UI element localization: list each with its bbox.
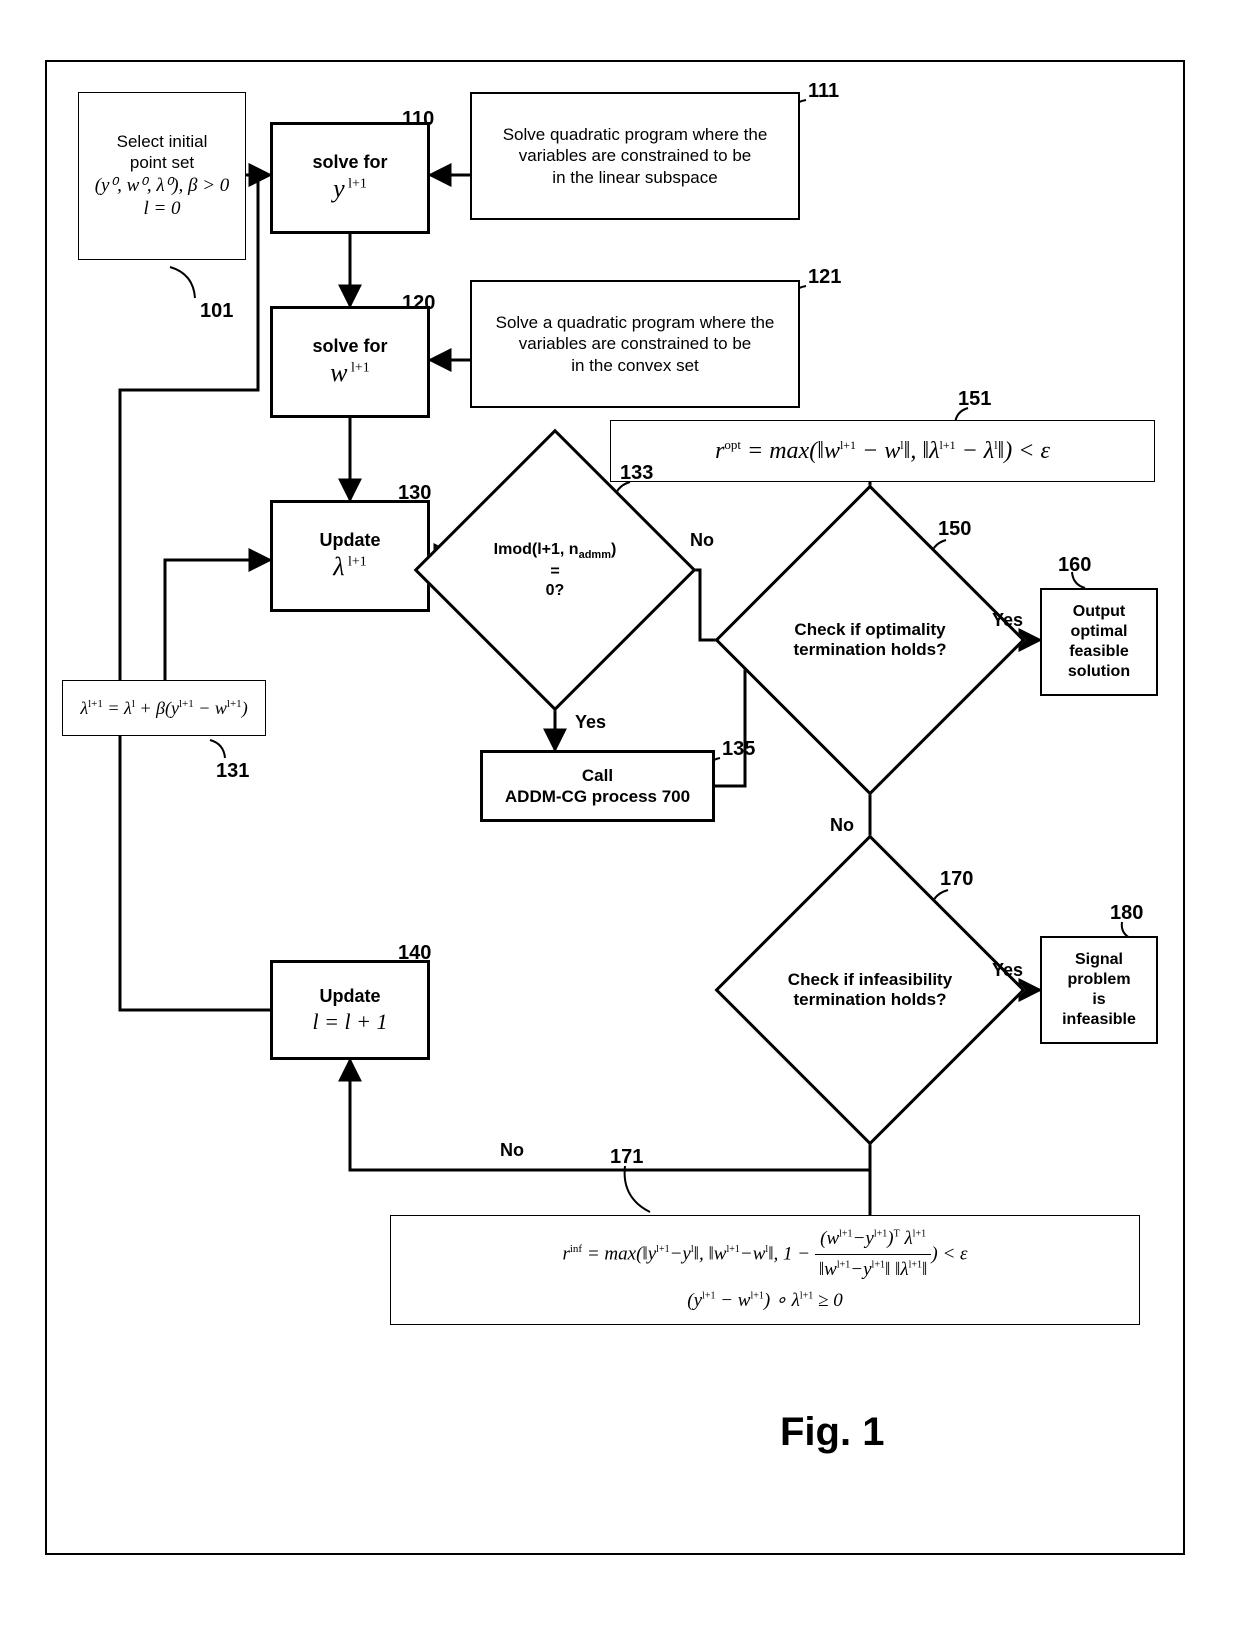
node-180-line2: problem	[1062, 970, 1136, 990]
node-133-line3: 0?	[494, 581, 617, 600]
node-121-qp-convex: Solve a quadratic program where the vari…	[470, 280, 800, 408]
node-133-line1: Imod(l+1, nadmm)	[494, 540, 617, 562]
node-171-expr: rinf = max(‖yl+1−yl‖, ‖wl+1−wl‖, 1 − (wl…	[562, 1224, 967, 1316]
node-101-line2: point set	[95, 152, 230, 173]
callout-140: 140	[398, 942, 431, 965]
node-160-output-optimal: Output optimal feasible solution	[1040, 588, 1158, 696]
node-121-line3: in the convex set	[496, 355, 775, 376]
node-135-line1: Call	[505, 765, 690, 786]
callout-180: 180	[1110, 902, 1143, 925]
node-150-label: Check if optimality termination holds?	[770, 608, 970, 672]
node-111-line2: variables are constrained to be	[503, 145, 768, 166]
callout-101: 101	[200, 300, 233, 323]
callout-170: 170	[940, 868, 973, 891]
node-120-solve-w: solve for w l+1	[270, 306, 430, 418]
callout-135: 135	[722, 738, 755, 761]
callout-150: 150	[938, 518, 971, 541]
node-111-line3: in the linear subspace	[503, 167, 768, 188]
node-180-signal-infeasible: Signal problem is infeasible	[1040, 936, 1158, 1044]
node-110-solve-y: solve for y l+1	[270, 122, 430, 234]
edge-label: No	[500, 1140, 524, 1161]
node-135-call-admm-cg: Call ADDM-CG process 700	[480, 750, 715, 822]
node-160-line3: feasible	[1068, 642, 1130, 662]
node-131-lambda-formula: λl+1 = λl + β(yl+1 − wl+1)	[62, 680, 266, 736]
node-120-line2: w l+1	[312, 357, 387, 390]
node-101-line3: (y⁰, w⁰, λ⁰), β > 0	[95, 174, 230, 198]
node-131-expr: λl+1 = λl + β(yl+1 − wl+1)	[80, 697, 247, 720]
node-160-line4: solution	[1068, 662, 1130, 682]
node-130-line2: λ l+1	[319, 551, 380, 584]
node-110-line2: y l+1	[312, 173, 387, 206]
node-130-line1: Update	[319, 529, 380, 552]
node-140-line1: Update	[313, 985, 388, 1008]
edge-label: No	[690, 530, 714, 551]
node-101-line4: l = 0	[95, 197, 230, 221]
callout-151: 151	[958, 388, 991, 411]
node-120-line1: solve for	[312, 335, 387, 358]
node-121-line2: variables are constrained to be	[496, 333, 775, 354]
node-151-expr: ropt = max(‖wl+1 − wl‖, ‖λl+1 − λl‖) < ε	[715, 436, 1050, 466]
node-171-inf-formula: rinf = max(‖yl+1−yl‖, ‖wl+1−wl‖, 1 − (wl…	[390, 1215, 1140, 1325]
node-140-line2: l = l + 1	[313, 1008, 388, 1036]
callout-111: 111	[808, 80, 839, 103]
callout-120: 120	[402, 292, 435, 315]
node-111-line1: Solve quadratic program where the	[503, 124, 768, 145]
node-170-label: Check if infeasibility termination holds…	[770, 958, 970, 1022]
callout-130: 130	[398, 482, 431, 505]
callout-121: 121	[808, 266, 841, 289]
node-133-label: Imod(l+1, nadmm) = 0?	[465, 520, 645, 620]
node-160-line1: Output	[1068, 602, 1130, 622]
node-180-line3: is	[1062, 990, 1136, 1010]
node-170-line2: termination holds?	[788, 990, 952, 1010]
node-101-line1: Select initial	[95, 131, 230, 152]
node-170-line1: Check if infeasibility	[788, 970, 952, 990]
node-160-line2: optimal	[1068, 622, 1130, 642]
node-151-opt-formula: ropt = max(‖wl+1 − wl‖, ‖λl+1 − λl‖) < ε	[610, 420, 1155, 482]
figure-label: Fig. 1	[780, 1410, 884, 1455]
node-180-line1: Signal	[1062, 950, 1136, 970]
node-180-line4: infeasible	[1062, 1010, 1136, 1030]
callout-160: 160	[1058, 554, 1091, 577]
node-150-line2: termination holds?	[794, 640, 947, 660]
callout-131: 131	[216, 760, 249, 783]
edge-label: Yes	[575, 712, 606, 733]
node-150-line1: Check if optimality	[794, 620, 947, 640]
edge-label: No	[830, 815, 854, 836]
node-101-initialize: Select initial point set (y⁰, w⁰, λ⁰), β…	[78, 92, 246, 260]
node-130-update-lambda: Update λ l+1	[270, 500, 430, 612]
node-140-update-l: Update l = l + 1	[270, 960, 430, 1060]
node-110-line1: solve for	[312, 151, 387, 174]
node-135-line2: ADDM-CG process 700	[505, 786, 690, 807]
callout-133: 133	[620, 462, 653, 485]
edge-label: Yes	[992, 960, 1023, 981]
node-111-qp-linear: Solve quadratic program where the variab…	[470, 92, 800, 220]
callout-171: 171	[610, 1146, 643, 1169]
node-121-line1: Solve a quadratic program where the	[496, 312, 775, 333]
edge-label: Yes	[992, 610, 1023, 631]
node-133-line2: =	[494, 562, 617, 581]
callout-110: 110	[402, 108, 434, 131]
